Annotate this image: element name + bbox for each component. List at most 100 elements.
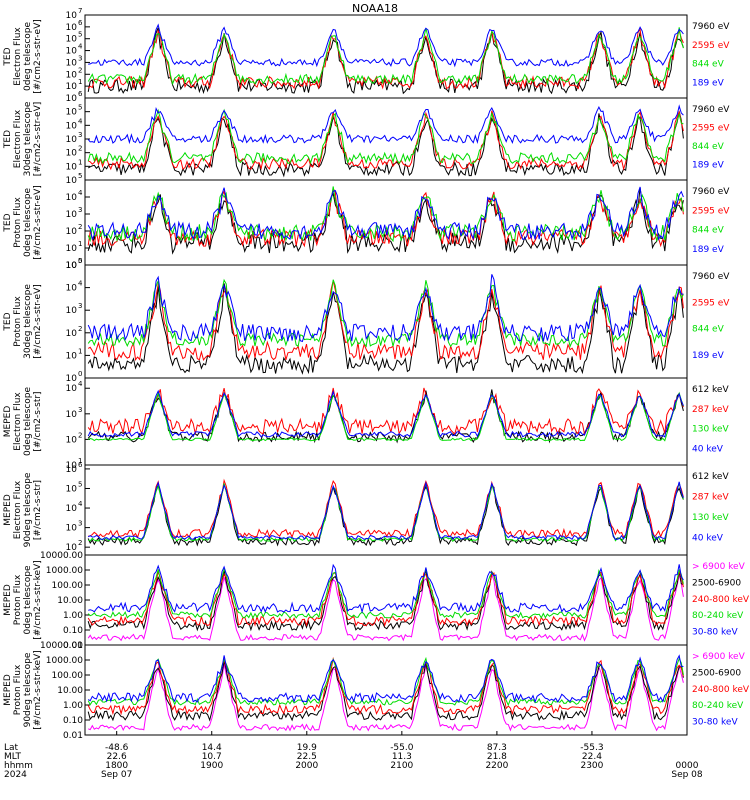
panel-frame <box>84 554 688 646</box>
y-tick-label: 10 <box>66 351 78 361</box>
legend-entry: 2500-6900 <box>692 578 741 588</box>
series-line <box>87 660 684 722</box>
x-tick-label: 10.7 <box>202 752 222 762</box>
y-tick-exponent: 3 <box>78 54 82 62</box>
y-tick-label: 10.00 <box>57 596 83 606</box>
x-tick-label: 14.4 <box>202 743 222 753</box>
series-line <box>87 104 684 145</box>
y-tick-exponent: 5 <box>78 104 82 112</box>
x-tick-label: -55.3 <box>580 743 603 753</box>
y-tick-label: 10 <box>66 484 78 494</box>
x-row-label: MLT <box>4 752 22 762</box>
x-tick-label: 0000 <box>676 761 699 771</box>
y-axis-label: [#/cm2-s-str-eV] <box>33 185 43 260</box>
legend-entry: 30-80 keV <box>692 718 738 728</box>
legend-entry: 844 eV <box>692 226 725 236</box>
y-axis-label: Proton Flux <box>13 197 23 248</box>
y-axis-label: 0deg telescope <box>23 22 33 92</box>
y-axis-label: MEPED <box>3 584 13 616</box>
y-axis-label: [#/cm2-s-str-eV] <box>33 19 43 94</box>
y-tick-exponent: 1 <box>78 158 82 166</box>
y-tick-exponent: 2 <box>78 66 82 74</box>
y-axis-label: Electron Flux <box>13 109 23 168</box>
series-line <box>87 283 684 375</box>
x-tick-label: 1900 <box>200 761 223 771</box>
legend-entry: 844 eV <box>692 142 725 152</box>
y-tick-label: 10 <box>66 465 78 475</box>
y-tick-exponent: 2 <box>78 145 82 153</box>
series-line <box>87 28 684 90</box>
legend-entry: 287 keV <box>692 405 729 415</box>
y-tick-exponent: 4 <box>78 117 83 125</box>
y-tick-label: 10 <box>66 70 78 80</box>
y-tick-label: 10 <box>66 284 78 294</box>
y-axis-label: [#/cm2-s-str-eV] <box>33 284 43 359</box>
y-tick-label: 10 <box>66 82 78 92</box>
y-tick-exponent: 5 <box>78 31 82 39</box>
y-axis-label: TED <box>3 130 13 149</box>
x-row-label: Lat <box>4 743 19 753</box>
y-axis-label: 90deg telescope <box>23 472 33 547</box>
y-tick-label: 10 <box>66 244 78 254</box>
legend-entry: 240-800 keV <box>692 595 750 605</box>
series-line <box>87 274 684 343</box>
y-axis-label: [#/cm2-s-str] <box>33 480 43 540</box>
y-tick-exponent: 3 <box>78 206 82 214</box>
y-axis-label: Proton Flux <box>13 574 23 625</box>
x-tick-label: 19.9 <box>297 743 317 753</box>
y-axis-label: 0deg telescope <box>23 565 33 635</box>
y-axis-label: [#/cm2-s-str-eV] <box>33 102 43 177</box>
series-line <box>87 278 684 348</box>
legend-entry: 189 eV <box>692 161 725 171</box>
y-tick-exponent: 1 <box>78 240 82 248</box>
legend-entry: 189 eV <box>692 78 725 88</box>
legend-entry: 30-80 keV <box>692 628 738 638</box>
y-axis-label: MEPED <box>3 406 13 438</box>
x-tick-label: 11.3 <box>392 752 412 762</box>
x-tick-label: 2300 <box>580 761 603 771</box>
y-axis-label: [#/cm2-s-str-keV] <box>33 650 43 729</box>
y-tick-label: 10 <box>66 410 78 420</box>
series-line <box>87 569 684 628</box>
legend-entry: 2595 eV <box>692 298 730 308</box>
y-tick-label: 10 <box>66 176 78 186</box>
legend-entry: > 6900 keV <box>692 562 746 572</box>
y-axis-label: Electron Flux <box>13 392 23 451</box>
y-tick-label: 100.00 <box>52 671 84 681</box>
y-tick-exponent: 0 <box>78 370 82 378</box>
y-tick-label: 10 <box>66 543 78 553</box>
legend-entry: 240-800 keV <box>692 685 750 695</box>
series-line <box>87 572 684 642</box>
y-tick-label: 0.10 <box>63 626 83 636</box>
y-tick-exponent: 2 <box>78 539 82 547</box>
y-axis-label: 0deg telescope <box>23 387 33 457</box>
y-tick-exponent: 0 <box>78 257 82 265</box>
legend-entry: 2595 eV <box>692 206 730 216</box>
legend-entry: 2595 eV <box>692 41 730 51</box>
legend-entry: 612 keV <box>692 385 729 395</box>
x-row-label: hhmm <box>4 761 33 771</box>
y-axis-label: TED <box>3 47 13 66</box>
y-tick-label: 10000.00 <box>40 551 83 561</box>
legend-entry: 844 eV <box>692 325 725 335</box>
y-tick-label: 1.00 <box>63 611 83 621</box>
legend-entry: 7960 eV <box>692 187 730 197</box>
y-tick-label: 100.00 <box>52 581 84 591</box>
y-tick-label: 10 <box>66 23 78 33</box>
y-tick-exponent: 6 <box>78 19 83 27</box>
series-line <box>88 563 684 614</box>
legend-entry: 130 keV <box>692 425 729 435</box>
panel-frame <box>84 179 688 266</box>
y-tick-exponent: 1 <box>78 347 82 355</box>
series-line <box>87 568 684 632</box>
y-tick-exponent: 2 <box>78 325 82 333</box>
y-axis-label: [#/cm2-s-str-keV] <box>33 560 43 639</box>
y-tick-label: 10 <box>66 435 78 445</box>
y-tick-label: 0.10 <box>63 716 83 726</box>
series-line <box>87 391 684 442</box>
legend-entry: 7960 eV <box>692 272 730 282</box>
legend-entry: 844 eV <box>692 60 725 70</box>
